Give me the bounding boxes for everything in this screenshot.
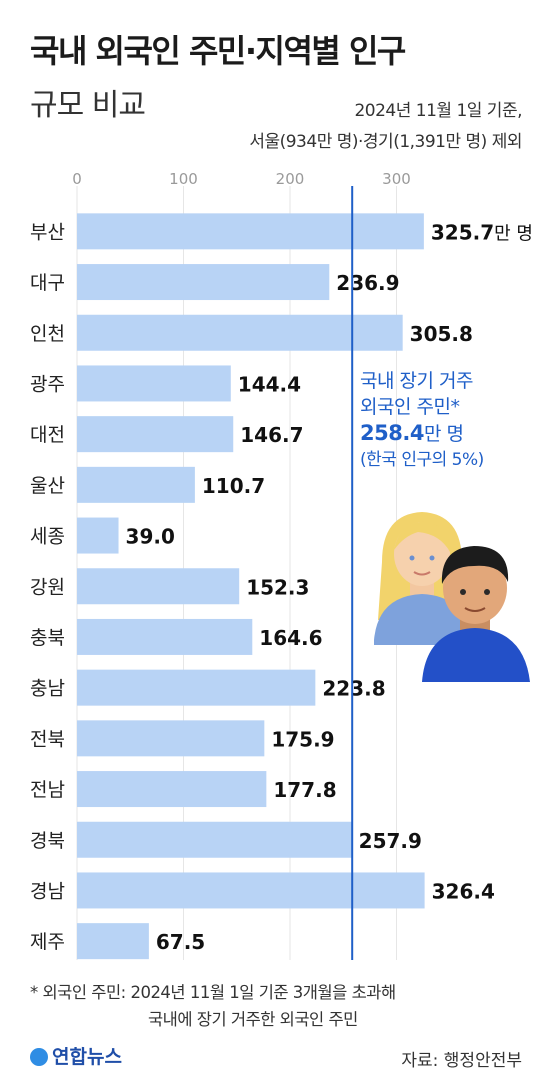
value-label: 144.4 [238, 372, 301, 396]
category-label: 대구 [30, 272, 65, 294]
reference-callout: 국내 장기 거주 외국인 주민* 258.4만 명 (한국 인구의 5%) [360, 368, 484, 473]
bar [77, 466, 195, 503]
publisher-logo: 연합뉴스 [30, 1042, 122, 1069]
bar-chart: 0 100 200 300 부산 325.7만 명대구 236.9 인천 305.8 광주 144.… [30, 170, 533, 960]
value-label: 39.0 [126, 525, 175, 549]
logo-mark-icon [30, 1048, 48, 1066]
callout-line2: 외국인 주민* [360, 396, 460, 418]
footnote-line1: * 외국인 주민: 2024년 11월 1일 기준 3개월을 초과해 [30, 983, 396, 1002]
category-label: 강원 [30, 576, 65, 598]
value-label: 164.6 [259, 626, 322, 650]
category-label: 대전 [30, 424, 65, 446]
bar [77, 872, 425, 909]
people-illustration [374, 512, 530, 682]
bar [77, 365, 231, 402]
exclusion-note: 서울(934만 명)·경기(1,391만 명) 제외 [249, 132, 522, 152]
category-label: 충북 [30, 627, 65, 649]
value-label: 223.8 [322, 677, 385, 701]
callout-line1: 국내 장기 거주 [360, 370, 473, 392]
bar [77, 314, 403, 351]
callout-line4: (한국 인구의 5%) [360, 450, 484, 470]
callout-unit: 만 명 [423, 423, 464, 445]
value-label: 67.5 [156, 930, 205, 954]
callout-value-line: 258.4만 명 [360, 420, 484, 447]
category-label: 경북 [30, 830, 65, 852]
man-icon [422, 546, 530, 682]
category-label: 제주 [30, 931, 65, 953]
bar [77, 771, 267, 808]
category-label: 전북 [30, 728, 65, 750]
footnote-line2: 국내에 장기 거주한 외국인 주민 [148, 1010, 358, 1029]
callout-value: 258.4 [360, 421, 424, 445]
date-note: 2024년 11월 1일 기준, [354, 101, 522, 121]
value-label: 146.7 [240, 423, 303, 447]
bar [77, 264, 330, 301]
category-label: 부산 [30, 221, 65, 243]
category-label: 울산 [30, 475, 65, 497]
bar [77, 720, 265, 757]
bar [77, 618, 253, 655]
bar [77, 416, 234, 453]
bar [77, 568, 240, 605]
bar [77, 517, 119, 554]
value-label: 257.9 [359, 829, 422, 853]
x-tick-label: 0 [72, 170, 82, 188]
value-label: 175.9 [271, 727, 334, 751]
bar [77, 213, 424, 250]
bar [77, 669, 316, 706]
category-label: 세종 [30, 526, 65, 548]
value-label: 325.7만 명 [431, 220, 533, 244]
value-label: 152.3 [246, 575, 309, 599]
x-tick-label: 300 [382, 170, 411, 188]
source-note: 자료: 행정안전부 [401, 1051, 522, 1071]
category-label: 광주 [30, 373, 65, 395]
category-label: 전남 [30, 779, 65, 801]
value-label: 236.9 [336, 271, 399, 295]
chart-title: 국내 외국인 주민·지역별 인구 [30, 32, 406, 70]
logo-text: 연합뉴스 [52, 1046, 122, 1068]
value-label: 177.8 [273, 778, 336, 802]
x-tick-label: 200 [276, 170, 305, 188]
value-unit: 만 명 [494, 223, 533, 244]
value-label: 110.7 [202, 474, 265, 498]
category-label: 경남 [30, 880, 65, 902]
chart-subtitle: 규모 비교 [30, 88, 146, 123]
bar [77, 923, 149, 960]
category-label: 인천 [30, 323, 65, 345]
x-tick-label: 100 [169, 170, 198, 188]
bar [77, 821, 352, 858]
value-label: 305.8 [410, 322, 473, 346]
value-label: 326.4 [432, 879, 495, 903]
category-label: 충남 [30, 678, 65, 700]
